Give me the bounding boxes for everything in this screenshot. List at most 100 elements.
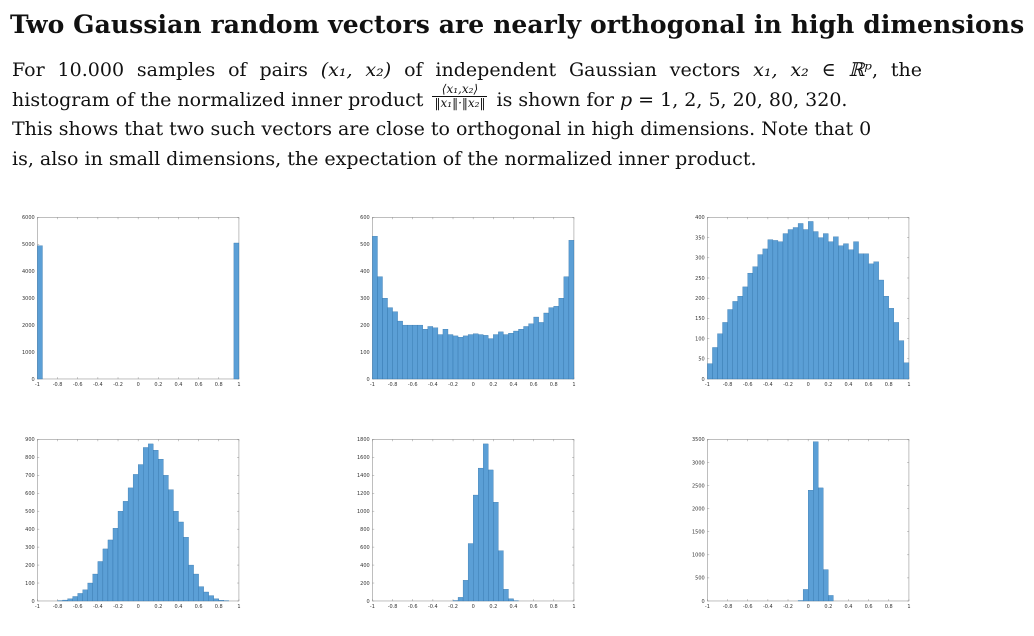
histogram-bar	[138, 464, 144, 602]
x-tick-label: 0.8	[550, 604, 558, 610]
histogram-bar	[178, 521, 184, 602]
x-tick-label: 1	[237, 604, 240, 610]
histogram-bar	[838, 245, 844, 380]
x-tick-label: -0.8	[723, 604, 733, 610]
x-tick-label: -0.2	[448, 604, 458, 610]
histogram-bar	[843, 243, 849, 380]
histogram-bar	[208, 595, 214, 602]
histogram-bar	[828, 595, 834, 602]
histogram-bar	[382, 298, 388, 380]
histogram-bar	[878, 279, 884, 380]
y-tick-label: 200	[360, 323, 370, 329]
histogram-bar	[488, 469, 494, 602]
histogram-bar	[777, 241, 784, 380]
histogram-bar	[863, 253, 869, 380]
histogram-bar	[503, 589, 509, 602]
histogram-bar	[168, 489, 174, 602]
x-tick-label: 0	[137, 382, 140, 388]
histogram-bar	[858, 253, 864, 380]
histogram-bar	[462, 335, 469, 380]
x-tick-label: -0.8	[53, 382, 63, 388]
line2-text-b: is shown for	[496, 88, 614, 111]
histogram-bar	[183, 537, 189, 602]
x-tick-label: 0.6	[530, 382, 538, 388]
histogram-bar	[818, 487, 824, 602]
histogram-bar	[77, 593, 83, 602]
x-tick-label: 0	[807, 382, 810, 388]
histogram-bar	[148, 443, 154, 602]
x-tick-label: 0.6	[195, 382, 203, 388]
histogram-bar	[158, 458, 164, 602]
y-tick-label: 0	[367, 377, 370, 383]
y-tick-label: 200	[695, 296, 705, 302]
histogram-bar	[193, 573, 199, 602]
histogram-p2-svg: 0 100 200 300 400 500 600 -1 -0.8 -0.6 -0.4 -0.2 0 0.…	[360, 215, 575, 388]
x-tick-label: -1	[35, 382, 40, 388]
x-tick-label: -0.2	[113, 604, 123, 610]
histogram-p320-svg: 0 500 1000 1500 2000 2500 3000 3500 -1 -0.8 -0.6 -0…	[692, 437, 911, 610]
histogram-bar	[372, 236, 378, 380]
histogram-bar	[528, 323, 534, 380]
paragraph-line-4: is, also in small dimensions, the expect…	[12, 147, 757, 170]
histogram-bar	[402, 324, 408, 380]
x-tick-label: -0.4	[428, 382, 438, 388]
histogram-bar	[213, 598, 219, 602]
x-tick-label: -0.6	[408, 382, 418, 388]
x-tick-label: 0.4	[510, 604, 518, 610]
histogram-bar	[82, 589, 88, 602]
histogram-bar	[422, 329, 428, 380]
histogram-bar	[853, 241, 859, 380]
y-tick-label: 1200	[357, 491, 370, 497]
y-tick-label: 900	[25, 437, 35, 443]
x-tick-label: -0.8	[388, 604, 398, 610]
x-tick-label: -1	[35, 604, 40, 610]
x-tick-label: -0.6	[743, 604, 753, 610]
histogram-bar	[742, 286, 748, 380]
histogram-bar	[218, 600, 224, 602]
y-tick-label: 0	[32, 377, 35, 383]
y-tick-label: 3000	[22, 296, 35, 302]
histogram-bar	[72, 596, 78, 602]
x-tick-label: -0.2	[783, 382, 793, 388]
histogram-bar	[558, 298, 565, 380]
histogram-bar	[792, 227, 799, 380]
y-tick-label: 500	[25, 509, 35, 515]
histogram-bar	[808, 221, 814, 380]
histogram-bar	[808, 490, 814, 602]
normalized-inner-product-fraction: ⟨x₁,x₂⟩ ‖x₁‖·‖x₂‖	[432, 83, 488, 110]
histogram-bar	[442, 329, 449, 380]
histogram-bar	[447, 334, 454, 380]
x-tick-label: 0.6	[865, 382, 873, 388]
x-tick-label: 0.8	[885, 382, 893, 388]
histogram-bar	[717, 333, 723, 380]
y-tick-label: 1500	[692, 530, 705, 536]
histogram-bar	[122, 501, 129, 602]
x-tick-label: -0.6	[73, 382, 83, 388]
x-tick-label: 1	[907, 382, 910, 388]
x-tick-label: 1	[237, 382, 240, 388]
y-tick-label: 400	[360, 563, 370, 569]
histogram-bar	[752, 266, 758, 380]
y-tick-label: 400	[360, 269, 370, 275]
x-tick-label: 0.4	[175, 604, 183, 610]
histogram-bar	[802, 229, 809, 380]
y-tick-label: 2500	[692, 483, 705, 489]
histogram-bar	[813, 231, 819, 380]
x-tick-label: 0.2	[824, 604, 832, 610]
histogram-bar	[377, 276, 383, 380]
histogram-bar	[533, 316, 539, 380]
x-tick-label: 0.4	[845, 382, 853, 388]
histogram-bar	[467, 334, 474, 380]
x-tick-label: -0.2	[448, 382, 458, 388]
y-tick-label: 500	[695, 576, 705, 582]
histogram-bar	[737, 296, 743, 380]
histogram-bar	[563, 276, 570, 380]
histogram-bar	[707, 363, 713, 380]
histogram-bar	[473, 494, 479, 602]
y-tick-label: 100	[25, 581, 35, 587]
y-tick-label: 300	[25, 545, 35, 551]
y-tick-label: 4000	[22, 269, 35, 275]
y-tick-label: 800	[25, 455, 35, 461]
histogram-bar	[772, 240, 779, 380]
histogram-bar	[818, 237, 824, 380]
